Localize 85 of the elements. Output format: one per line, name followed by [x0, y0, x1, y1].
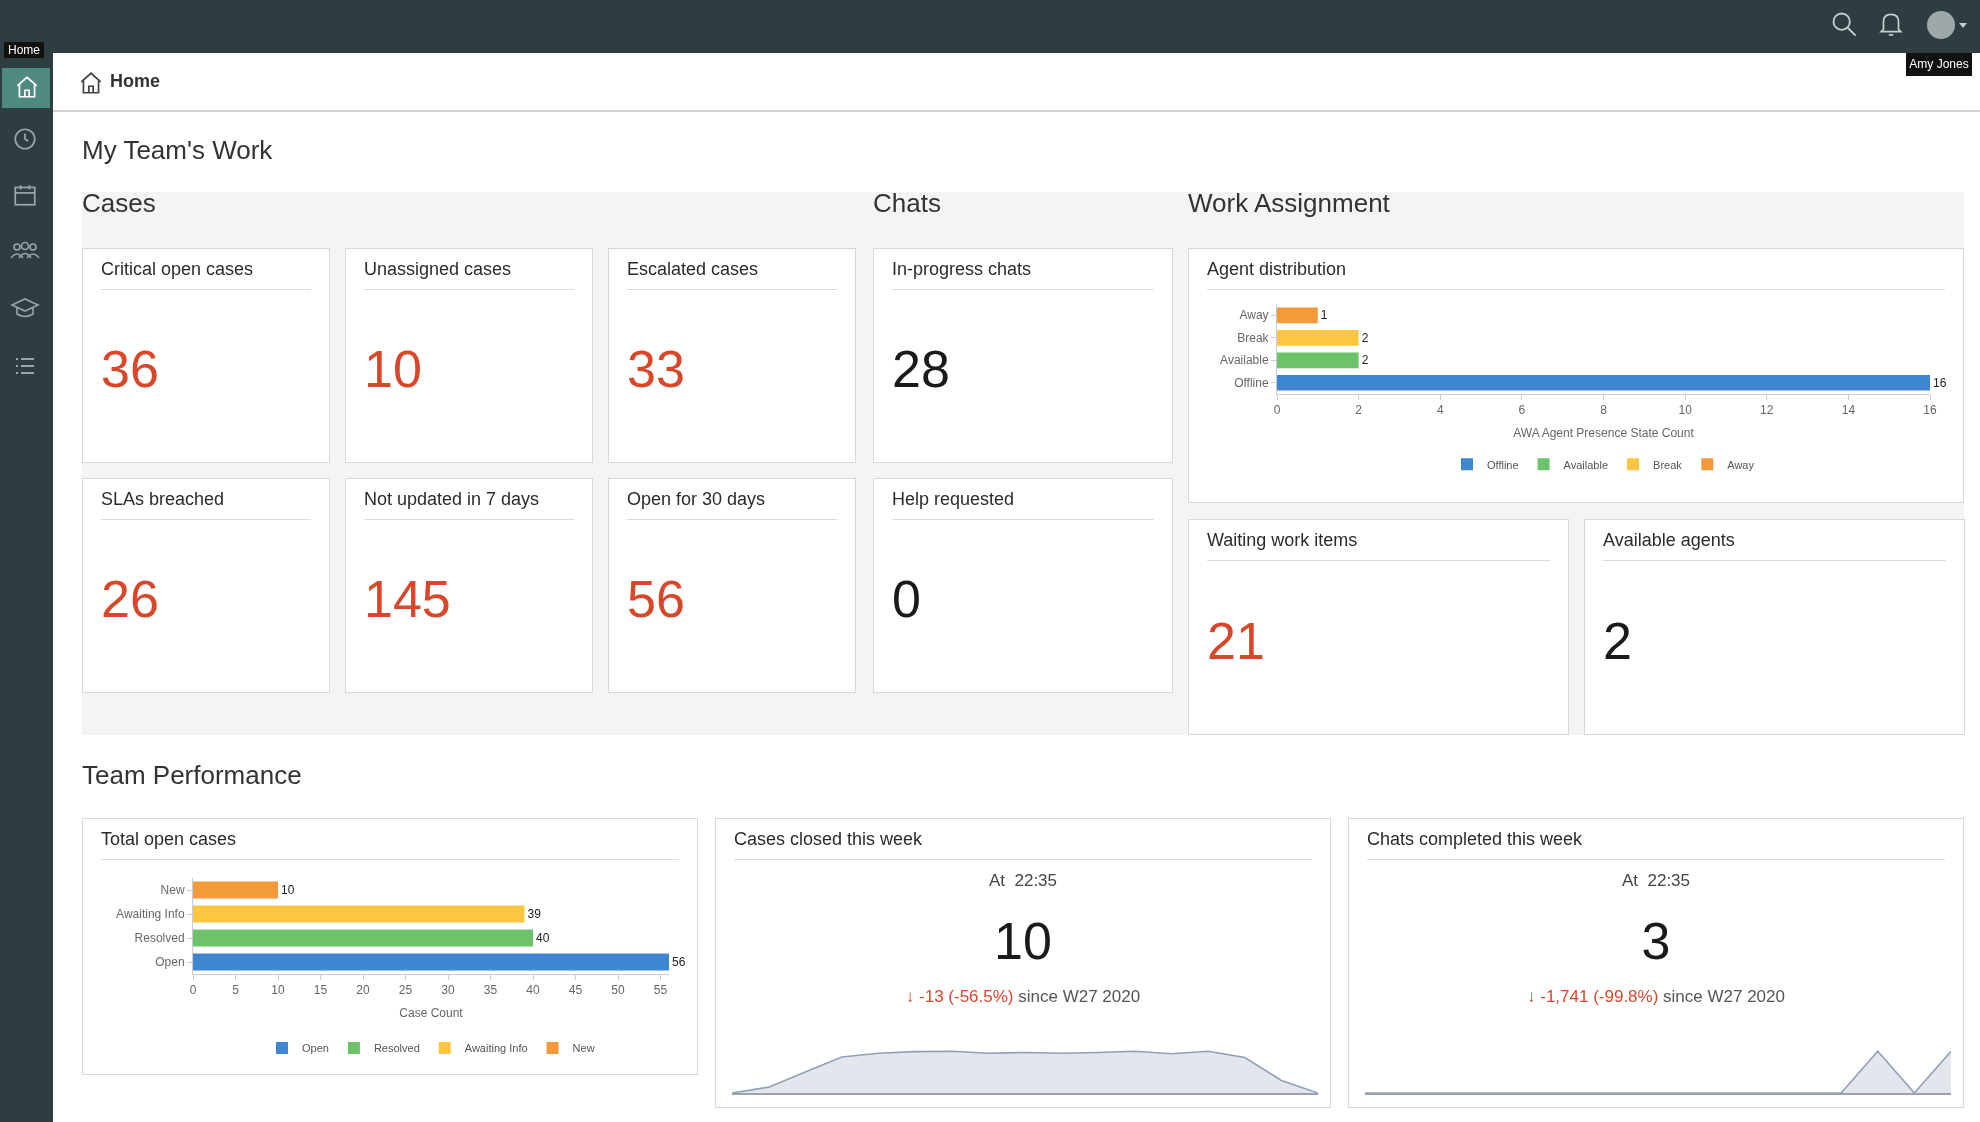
text: 28 — [892, 339, 950, 400]
x-tick-label: 8 — [1600, 403, 1608, 418]
data-label: 40 — [536, 931, 550, 945]
legend-label: Break — [1653, 458, 1683, 471]
chart-title: Agent distribution — [1207, 259, 1945, 290]
data-label: 2 — [1361, 330, 1369, 345]
legend-label: Awaiting Info — [464, 1042, 528, 1055]
x-tick-label: 12 — [1760, 403, 1774, 418]
text: 0 — [892, 569, 921, 630]
text: In-progress chats — [892, 259, 1154, 290]
x-tick-label: 16 — [1923, 403, 1937, 418]
text: 145 — [364, 569, 451, 630]
legend-label: Offline — [1487, 458, 1519, 471]
text: Chats — [873, 188, 941, 218]
text: 3 — [1640, 911, 1672, 971]
x-tick-label: 5 — [232, 983, 240, 998]
x-tick-label: 35 — [483, 983, 498, 998]
y-tick-label: New — [160, 883, 185, 898]
y-tick-label: Open — [155, 955, 185, 970]
x-tick-label: 55 — [653, 983, 668, 998]
text: 56 — [627, 569, 685, 630]
x-tick-label: 45 — [568, 983, 583, 998]
x-axis-title: AWA Agent Presence State Count — [1513, 426, 1695, 441]
x-tick-label: 40 — [526, 983, 540, 998]
x-tick-label: 0 — [1273, 403, 1281, 418]
text: ↓ -13 (-56.5%) — [905, 987, 1015, 1006]
data-label: 39 — [527, 907, 542, 921]
text: Not updated in 7 days — [364, 489, 574, 520]
x-tick-label: 2 — [1355, 403, 1363, 418]
x-tick-label: 0 — [189, 983, 197, 998]
x-tick-label: 50 — [611, 983, 625, 998]
text: Open for 30 days — [627, 489, 837, 520]
text: My Team's Work — [82, 135, 273, 165]
data-label: 1 — [1320, 308, 1328, 323]
legend-label: Away — [1727, 458, 1755, 471]
text: 36 — [101, 339, 159, 400]
y-tick-label: Away — [1239, 308, 1269, 323]
legend-label: Resolved — [373, 1042, 420, 1055]
data-label: 2 — [1361, 353, 1369, 368]
text: Help requested — [892, 489, 1154, 520]
text: since W27 2020 — [1663, 987, 1785, 1006]
chart-title: Total open cases — [101, 829, 679, 860]
text: SLAs breached — [101, 489, 311, 520]
x-tick-label: 25 — [398, 983, 413, 998]
data-label: 10 — [281, 883, 295, 897]
x-tick-label: 10 — [271, 983, 285, 998]
x-axis-title: Case Count — [399, 1006, 464, 1021]
y-tick-label: Available — [1220, 353, 1269, 368]
text: Waiting work items — [1207, 530, 1550, 561]
chart-subtitle: Work Assignment — [1188, 188, 1390, 218]
chart-title: Chats completed this week — [1367, 829, 1945, 860]
y-tick-label: Awaiting Info — [116, 907, 185, 922]
text: Home — [110, 71, 161, 92]
legend-label: Open — [302, 1042, 329, 1055]
chart-subtitle: Team Performance — [82, 760, 302, 790]
x-tick-label: 20 — [356, 983, 370, 998]
x-tick-label: 4 — [1436, 403, 1444, 418]
text: ↓ -1,741 (-99.8%) — [1527, 987, 1660, 1006]
x-tick-label: 15 — [313, 983, 328, 998]
data-label: 56 — [672, 955, 686, 969]
text: Amy Jones — [1906, 53, 1972, 76]
text: Critical open cases — [101, 259, 311, 290]
y-tick-label: Break — [1237, 330, 1270, 345]
x-tick-label: 10 — [1678, 403, 1693, 418]
text: since W27 2020 — [1018, 987, 1141, 1006]
text: Home — [4, 42, 45, 58]
data-label: 16 — [1933, 375, 1947, 390]
chart-title: Cases closed this week — [734, 829, 1312, 860]
text: 21 — [1207, 610, 1265, 671]
text: Cases — [82, 188, 156, 218]
text: 26 — [101, 569, 159, 630]
text: 2 — [1603, 610, 1632, 671]
legend-label: Available — [1563, 458, 1609, 471]
x-tick-label: 30 — [441, 983, 455, 998]
chart-subtitle: At 22:35 — [987, 871, 1059, 891]
legend-label: New — [572, 1042, 595, 1055]
chart-subtitle: At 22:35 — [1620, 871, 1692, 891]
text: Escalated cases — [627, 259, 837, 290]
text: Available agents — [1603, 530, 1946, 561]
y-tick-label: Resolved — [134, 931, 185, 946]
text: 33 — [627, 339, 685, 400]
x-tick-label: 6 — [1518, 403, 1526, 418]
text: Unassigned cases — [364, 259, 574, 290]
y-tick-label: Offline — [1234, 375, 1269, 390]
x-tick-label: 14 — [1841, 403, 1856, 418]
